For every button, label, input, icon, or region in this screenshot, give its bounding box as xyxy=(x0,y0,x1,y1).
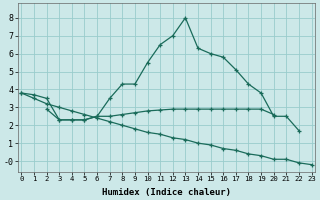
X-axis label: Humidex (Indice chaleur): Humidex (Indice chaleur) xyxy=(102,188,231,197)
